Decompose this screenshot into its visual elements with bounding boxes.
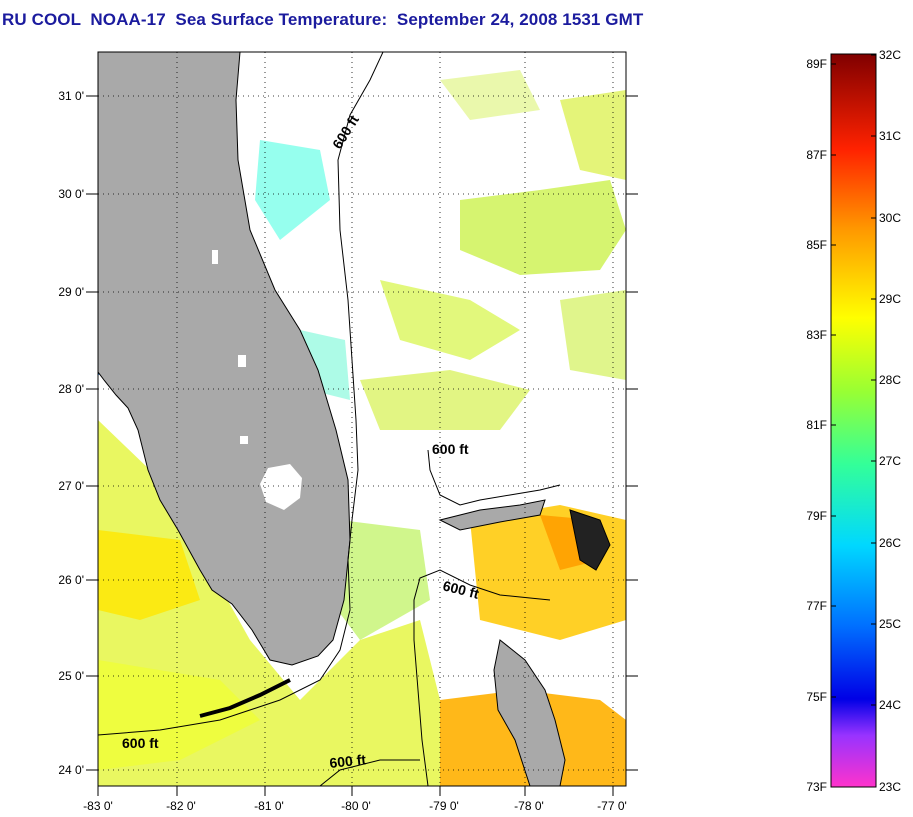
lat-label: 24 0' xyxy=(58,763,84,777)
colorbar-label-c: 28C xyxy=(879,373,901,387)
colorbar-label-f: 89F xyxy=(806,57,827,71)
lat-label: 28 0' xyxy=(58,382,84,396)
contour-label: 600 ft xyxy=(122,735,159,751)
colorbar-label-f: 83F xyxy=(806,328,827,342)
colorbar-label-c: 31C xyxy=(879,129,901,143)
colorbar-label-f: 79F xyxy=(806,509,827,523)
lat-label: 29 0' xyxy=(58,285,84,299)
colorbar xyxy=(830,53,877,788)
colorbar-label-f: 81F xyxy=(806,418,827,432)
lat-label: 26 0' xyxy=(58,573,84,587)
latitude-labels: 31 0' 30 0' 29 0' 28 0' 27 0' 26 0' 25 0… xyxy=(58,89,84,777)
colorbar-label-f: 75F xyxy=(806,690,827,704)
sst-data-layer xyxy=(98,70,626,786)
map-frame xyxy=(97,51,627,787)
lon-label: -81 0' xyxy=(254,799,284,813)
lon-label: -77 0' xyxy=(597,799,627,813)
colorbar-label-c: 26C xyxy=(879,536,901,550)
colorbar-label-c: 29C xyxy=(879,292,901,306)
colorbar-label-f: 77F xyxy=(806,599,827,613)
colorbar-fahrenheit-labels: 89F 87F 85F 83F 81F 79F 77F 75F 73F xyxy=(806,57,827,794)
longitude-labels: -83 0' -82 0' -81 0' -80 0' -79 0' -78 0… xyxy=(83,799,627,813)
lon-label: -79 0' xyxy=(429,799,459,813)
colorbar-label-c: 23C xyxy=(879,780,901,794)
graticule xyxy=(98,52,626,786)
colorbar-celsius-labels: 32C 31C 30C 29C 28C 27C 26C 25C 24C 23C xyxy=(879,48,901,794)
lat-label: 30 0' xyxy=(58,187,84,201)
lat-label: 31 0' xyxy=(58,89,84,103)
colorbar-label-c: 27C xyxy=(879,454,901,468)
depth-contours xyxy=(98,52,561,786)
lon-label: -83 0' xyxy=(83,799,113,813)
colorbar-ticks xyxy=(831,54,876,706)
lon-label: -80 0' xyxy=(341,799,371,813)
lon-label: -78 0' xyxy=(514,799,544,813)
lat-label: 27 0' xyxy=(58,479,84,493)
contour-label: 600 ft xyxy=(329,751,367,771)
lon-label: -82 0' xyxy=(166,799,196,813)
colorbar-label-f: 85F xyxy=(806,238,827,252)
axis-ticks xyxy=(86,95,638,796)
colorbar-label-c: 32C xyxy=(879,48,901,62)
colorbar-label-f: 73F xyxy=(806,780,827,794)
colorbar-label-f: 87F xyxy=(806,148,827,162)
map-title: RU COOL NOAA-17 Sea Surface Temperature:… xyxy=(2,10,644,29)
colorbar-label-c: 24C xyxy=(879,698,901,712)
lat-label: 25 0' xyxy=(58,669,84,683)
landmass xyxy=(98,52,611,786)
colorbar-label-c: 25C xyxy=(879,617,901,631)
colorbar-label-c: 30C xyxy=(879,211,901,225)
contour-label: 600 ft xyxy=(432,441,469,457)
